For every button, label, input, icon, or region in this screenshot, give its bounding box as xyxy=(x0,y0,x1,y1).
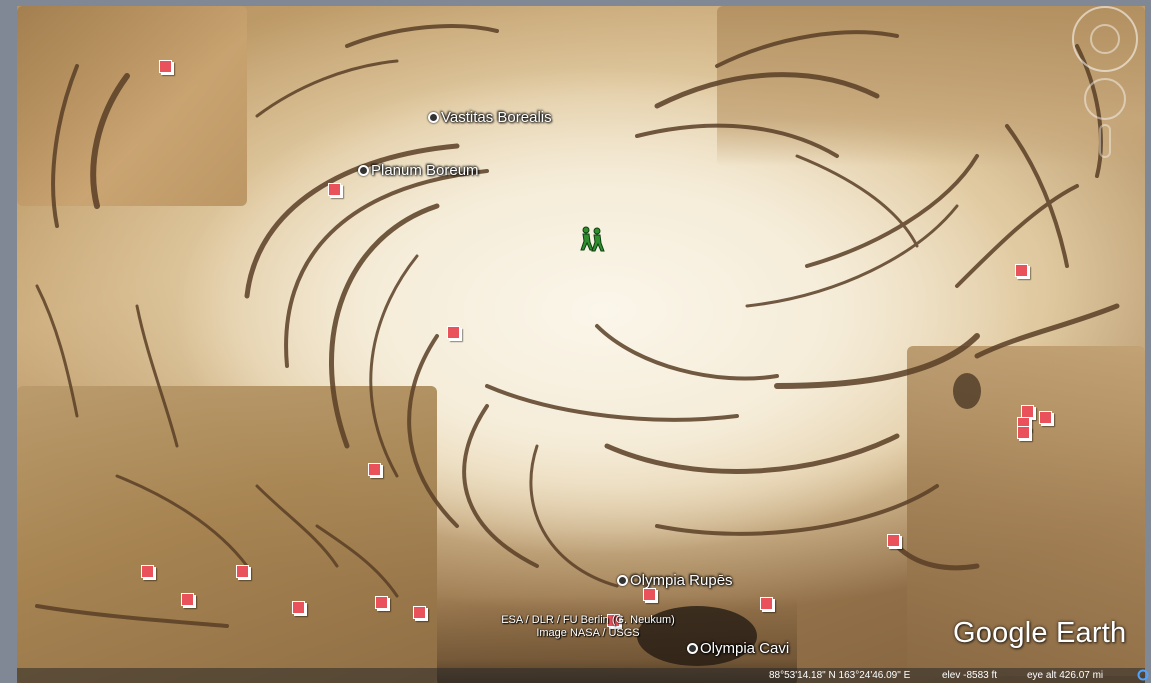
place-label[interactable]: Vastitas Borealis xyxy=(428,109,552,126)
placemark-dot-icon xyxy=(358,165,369,176)
placemark-marker[interactable] xyxy=(236,565,249,578)
coordinates-readout: 88°53'14.18" N 163°24'46.09" E xyxy=(769,670,911,681)
imagery-attribution: ESA / DLR / FU Berlin (G. Neukum) Image … xyxy=(483,614,693,640)
elevation-readout: elev -8583 ft xyxy=(942,670,998,681)
placemark-square-icon xyxy=(1017,426,1030,439)
google-earth-logo: Google Earth xyxy=(953,617,1127,649)
placemark-square-icon xyxy=(375,596,388,609)
placemark-marker[interactable] xyxy=(1015,264,1028,277)
look-around-icon[interactable] xyxy=(1084,78,1126,120)
attribution-line: ESA / DLR / FU Berlin (G. Neukum) xyxy=(501,614,675,626)
placemark-dot-icon xyxy=(617,575,628,586)
placemark-marker[interactable] xyxy=(159,60,172,73)
compass-ring-icon[interactable] xyxy=(1072,6,1138,72)
placemark-square-icon xyxy=(368,463,381,476)
placemark-marker[interactable] xyxy=(643,588,656,601)
placemark-marker[interactable] xyxy=(1017,426,1030,439)
placemark-marker[interactable] xyxy=(141,565,154,578)
placemark-square-icon xyxy=(236,565,249,578)
placemark-marker[interactable] xyxy=(292,601,305,614)
placemark-square-icon xyxy=(887,534,900,547)
placemark-marker[interactable] xyxy=(447,326,460,339)
terrain-patch xyxy=(17,386,437,683)
attribution-line: Image NASA / USGS xyxy=(536,627,640,639)
place-label[interactable]: Olympia Rupēs xyxy=(617,572,733,589)
placemark-marker[interactable] xyxy=(328,183,341,196)
placemark-marker[interactable] xyxy=(607,614,620,627)
place-name: Planum Boreum xyxy=(371,162,479,179)
placemark-dot-icon xyxy=(428,112,439,123)
navigation-controls[interactable] xyxy=(1068,2,1148,162)
placemark-marker[interactable] xyxy=(413,606,426,619)
placemark-square-icon xyxy=(760,597,773,610)
placemark-square-icon xyxy=(447,326,460,339)
placemark-square-icon xyxy=(413,606,426,619)
ice-cap-troughs xyxy=(35,24,1120,666)
place-label[interactable]: Planum Boreum xyxy=(358,162,479,179)
placemark-square-icon xyxy=(328,183,341,196)
placemark-square-icon xyxy=(1015,264,1028,277)
placemark-marker[interactable] xyxy=(368,463,381,476)
placemark-square-icon xyxy=(292,601,305,614)
placemark-square-icon xyxy=(643,588,656,601)
compass-inner-icon xyxy=(1090,24,1120,54)
placemark-square-icon xyxy=(141,565,154,578)
placemark-marker[interactable] xyxy=(887,534,900,547)
placemark-marker[interactable] xyxy=(375,596,388,609)
placemark-marker[interactable] xyxy=(1039,411,1052,424)
hikers-icon[interactable] xyxy=(578,226,606,252)
placemark-marker[interactable] xyxy=(1021,405,1034,418)
placemark-square-icon xyxy=(607,614,620,627)
terrain-patch xyxy=(907,346,1145,676)
placemark-marker[interactable] xyxy=(181,593,194,606)
place-name: Olympia Rupēs xyxy=(630,572,733,589)
placemark-marker[interactable] xyxy=(760,597,773,610)
status-bar: 88°53'14.18" N 163°24'46.09" E elev -858… xyxy=(17,668,1149,683)
place-name: Olympia Cavi xyxy=(700,640,790,657)
placemark-square-icon xyxy=(159,60,172,73)
place-label[interactable]: Olympia Cavi xyxy=(687,640,789,657)
streaming-globe-icon xyxy=(1137,669,1149,681)
mars-map-view[interactable]: Vastitas Borealis Planum Boreum Olympia … xyxy=(17,6,1145,683)
placemark-square-icon xyxy=(181,593,194,606)
eye-altitude-readout: eye alt 426.07 mi xyxy=(1027,670,1104,681)
placemark-dot-icon xyxy=(687,643,698,654)
placemark-square-icon xyxy=(1039,411,1052,424)
zoom-slider-icon[interactable] xyxy=(1099,124,1111,158)
place-name: Vastitas Borealis xyxy=(441,109,552,126)
terrain-patch xyxy=(17,6,247,206)
